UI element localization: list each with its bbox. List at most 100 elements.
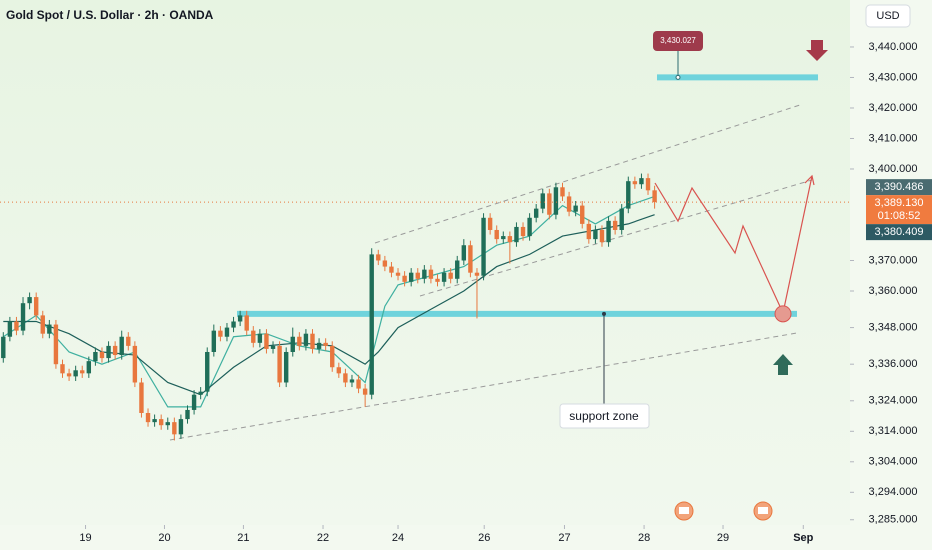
candle-body	[33, 297, 39, 316]
candle-body	[112, 345, 118, 356]
support-pin-dot	[602, 311, 606, 316]
channel-lower	[169, 332, 798, 441]
target-pin-dot	[675, 74, 681, 80]
candle-body	[316, 342, 322, 349]
candle-body	[487, 217, 493, 230]
candle-body	[251, 330, 256, 343]
price-label: 3,390.486	[875, 181, 924, 193]
candle-body	[7, 321, 13, 337]
candle-body	[553, 187, 559, 215]
candle-body	[310, 333, 315, 349]
price-label-box	[866, 179, 932, 196]
candle-body	[356, 379, 361, 389]
y-tick-label: 3,304.000	[869, 456, 918, 468]
candle-body	[165, 422, 170, 426]
event-flag	[679, 507, 689, 514]
candle-body	[349, 379, 355, 383]
candle-body	[303, 333, 309, 346]
candle-body	[547, 193, 552, 215]
channel	[169, 103, 813, 441]
candle-body	[389, 266, 394, 273]
x-tick-label: 27	[558, 532, 570, 544]
candle-body	[606, 220, 611, 243]
candle-body	[441, 272, 447, 282]
candle-body	[540, 193, 545, 209]
x-tick-label: 29	[717, 532, 729, 544]
candle-body	[139, 382, 144, 413]
candle-body	[297, 336, 302, 346]
candle-body	[191, 394, 197, 410]
price-label-box	[866, 224, 932, 241]
candle-body	[376, 254, 381, 261]
currency-label[interactable]: USD	[876, 10, 899, 22]
target-label: 3,430.027	[660, 36, 696, 45]
x-tick-label: Sep	[793, 532, 813, 544]
candle-body	[533, 208, 539, 218]
candle-body	[277, 345, 282, 383]
y-tick-label: 3,348.000	[869, 321, 918, 333]
candle-body	[93, 351, 98, 362]
y-tick-label: 3,420.000	[869, 102, 918, 114]
candle-body	[362, 388, 368, 395]
candle-body	[126, 336, 131, 346]
candle-body	[270, 345, 276, 349]
candle-body	[395, 272, 401, 276]
candle-body	[507, 236, 513, 243]
x-tick-label: 19	[79, 532, 91, 544]
candle-body	[132, 345, 138, 383]
candle-body	[343, 373, 348, 383]
support-label-box	[559, 403, 650, 429]
x-tick-label: 26	[478, 532, 490, 544]
x-tick-label: 21	[237, 532, 249, 544]
x-tick-label: 22	[317, 532, 329, 544]
candle-body	[369, 254, 374, 395]
candle-body	[20, 303, 26, 331]
candle-body	[185, 409, 190, 420]
events	[674, 501, 773, 521]
candle-body	[172, 422, 177, 435]
candle-body	[119, 336, 124, 356]
candle-body	[145, 412, 151, 423]
candle-body	[408, 272, 414, 282]
candle-body	[283, 351, 289, 383]
candle-body	[428, 269, 434, 279]
down-arrow	[806, 40, 828, 61]
candle-body	[264, 333, 269, 349]
plot-background	[0, 0, 850, 525]
channel-upper	[374, 103, 804, 244]
candle-body	[211, 330, 217, 352]
candle-body	[237, 315, 243, 322]
time-axis	[0, 525, 850, 550]
x-tick-label: 20	[158, 532, 170, 544]
candle-body	[218, 330, 223, 337]
candle-body	[198, 391, 203, 395]
support-label: support zone	[569, 409, 639, 423]
candle-body	[593, 229, 598, 240]
y-tick-label: 3,410.000	[869, 132, 918, 144]
ma-line	[3, 214, 655, 396]
candle-body	[435, 278, 440, 282]
y-tick-label: 3,314.000	[869, 425, 918, 437]
currency-button[interactable]	[865, 4, 911, 28]
candle-body	[178, 419, 184, 435]
x-tick-label: 28	[638, 532, 650, 544]
candle-body	[639, 178, 644, 185]
candle-body	[402, 275, 407, 282]
x-tick-label: 24	[392, 532, 404, 544]
candle-body	[455, 260, 460, 279]
candle-body	[231, 321, 236, 328]
up-arrow	[773, 354, 793, 375]
candle-body	[527, 217, 532, 237]
candle-body	[474, 272, 480, 276]
target-label-box	[653, 31, 703, 51]
candle-body	[560, 187, 565, 197]
candle-body	[461, 245, 467, 261]
candle-body	[86, 361, 92, 374]
candle-body	[481, 217, 486, 276]
candle-body	[422, 269, 427, 279]
candle-body	[566, 196, 572, 212]
y-tick-label: 3,294.000	[869, 486, 918, 498]
candle-body	[626, 181, 631, 209]
candle-body	[73, 370, 78, 377]
candle-body	[382, 260, 388, 267]
